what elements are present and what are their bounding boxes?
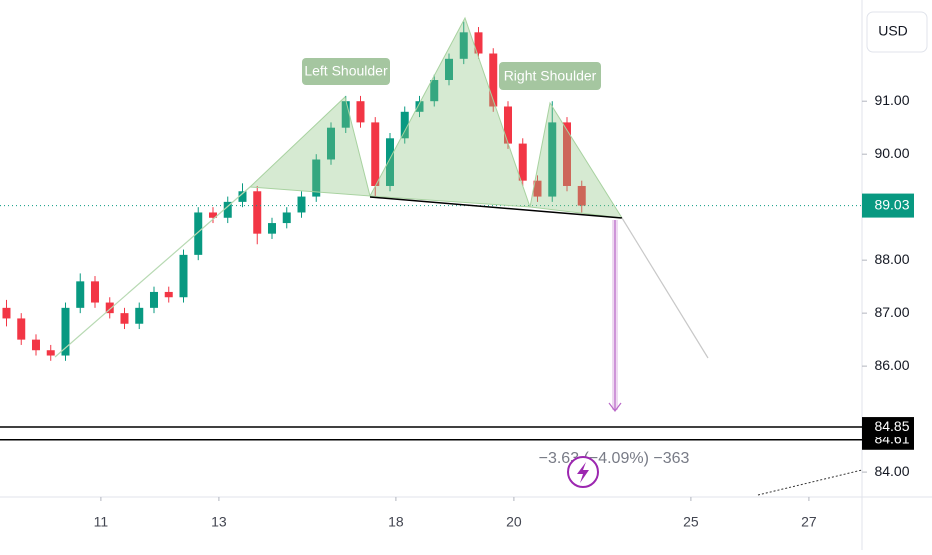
candle-body — [164, 291, 173, 298]
candle-body — [120, 313, 129, 324]
pattern-leg — [54, 186, 251, 358]
annotation: Left Shoulder — [304, 63, 388, 79]
candle-body — [90, 281, 99, 303]
candle-body — [267, 223, 276, 234]
candle-body — [474, 32, 483, 54]
right-shoulder-area — [529, 101, 623, 219]
candle-body — [2, 307, 11, 319]
y-tick-label: 87.00 — [874, 304, 909, 320]
candle-body — [17, 318, 26, 340]
projection-line — [621, 217, 709, 359]
candle-body — [444, 58, 453, 81]
lightning-symbol — [577, 462, 589, 483]
y-tick-label: 88.00 — [874, 251, 909, 267]
currency-button[interactable] — [866, 11, 928, 53]
y-tick-label: 84.00 — [874, 463, 909, 479]
candle-body — [238, 191, 247, 202]
candle-body — [503, 106, 512, 144]
last-price-label: 89.03 — [874, 196, 909, 212]
measure-label: −3.63 (−4.09%) −363 — [539, 450, 690, 467]
candle-body — [400, 111, 409, 139]
x-tick-label: 25 — [683, 514, 699, 530]
candle-body — [76, 281, 85, 308]
candle-body — [282, 212, 291, 224]
x-tick-label: 27 — [801, 514, 817, 530]
x-tick-label: 20 — [506, 514, 522, 530]
last-price-box — [862, 193, 914, 218]
candle-body — [341, 101, 350, 128]
head-area — [369, 16, 531, 208]
annotation: Right Shoulder — [504, 68, 597, 84]
currency: USD — [878, 23, 908, 39]
plot — [0, 21, 862, 361]
y-tick-label: 86.00 — [874, 357, 909, 373]
left-shoulder-area — [248, 96, 371, 197]
candle-body — [31, 339, 40, 351]
candle-body — [194, 212, 203, 255]
neckline — [369, 196, 623, 219]
candle-body — [253, 191, 262, 234]
candle-body — [415, 101, 424, 112]
candle-body — [459, 32, 468, 59]
candle-body — [326, 127, 335, 160]
candle-body — [105, 302, 114, 314]
candle-body — [149, 291, 158, 308]
candle-body — [356, 101, 365, 123]
candle-body — [208, 212, 217, 218]
measure-arrowhead — [608, 402, 622, 412]
candle-body — [489, 53, 498, 107]
dotted-trend-line — [757, 469, 863, 496]
price-line-box — [862, 417, 914, 438]
candle-body — [562, 122, 571, 186]
candle-body — [385, 138, 394, 186]
x-tick-label: 13 — [211, 514, 227, 530]
label-box — [499, 62, 601, 90]
price-line-label: 84.85 — [874, 418, 909, 434]
candle-body — [135, 307, 144, 324]
candle-body — [518, 143, 527, 181]
candle-body — [533, 180, 542, 197]
candle-body — [46, 350, 55, 356]
candle-body — [61, 307, 70, 356]
x-tick-label: 18 — [388, 514, 404, 530]
head-and-shoulders-drawing — [54, 16, 863, 496]
candle-body — [179, 254, 188, 298]
label-box — [302, 58, 390, 85]
candle-body — [371, 122, 380, 186]
candle-body — [312, 159, 321, 197]
candle-body — [297, 196, 306, 213]
candle-body — [430, 80, 439, 102]
y-tick-label: 91.00 — [874, 92, 909, 108]
candle-body — [577, 185, 586, 206]
x-tick-label: 11 — [94, 514, 109, 530]
candle-body — [223, 201, 232, 218]
y-tick-label: 90.00 — [874, 145, 909, 161]
candle-body — [548, 122, 557, 197]
